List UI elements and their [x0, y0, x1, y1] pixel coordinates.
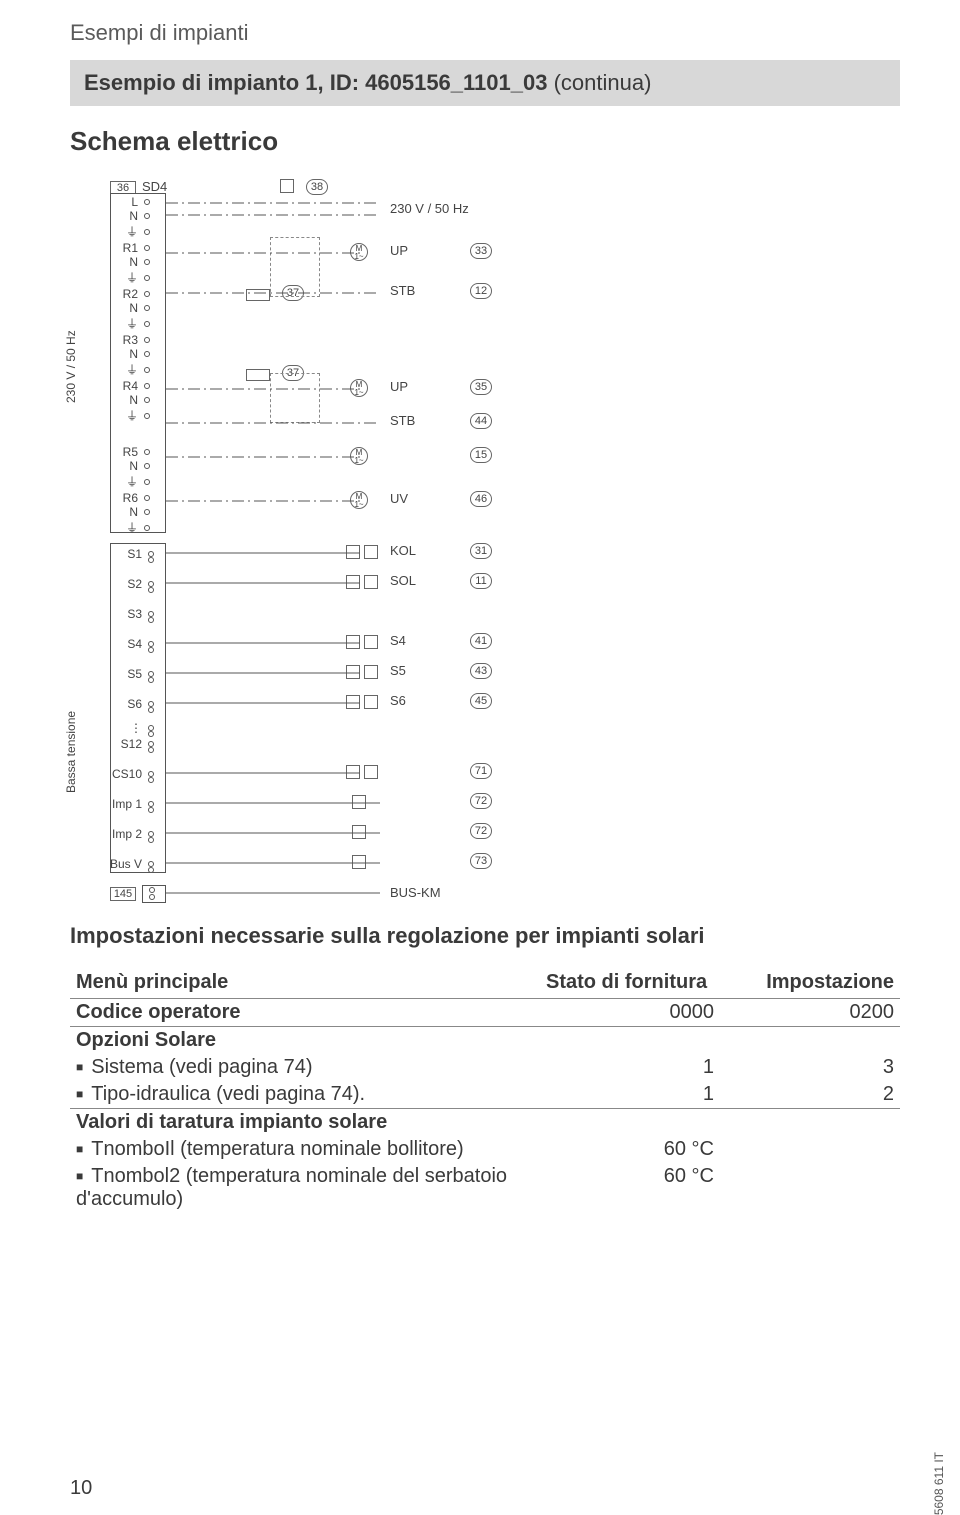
schematic-title: Schema elettrico	[70, 126, 900, 157]
subtitle-prefix: Esempio di impianto 1, ID: 4605156_1101_…	[84, 70, 554, 95]
table-row: TnomboIl (temperatura nominale bollitore…	[70, 1136, 900, 1163]
table-row: Tipo-idraulica (vedi pagina 74).12	[70, 1081, 900, 1109]
side-code: 5608 611 IT	[932, 1452, 946, 1515]
table-header-row: Menù principale Stato di fornitura Impos…	[70, 967, 900, 999]
table-row: Sistema (vedi pagina 74)13	[70, 1054, 900, 1081]
col-stato: Stato di fornitura	[540, 967, 720, 999]
table-row: Codice operatore00000200	[70, 999, 900, 1027]
subtitle-bar: Esempio di impianto 1, ID: 4605156_1101_…	[70, 60, 900, 106]
table-row: Tnombol2 (temperatura nominale del serba…	[70, 1163, 900, 1213]
settings-table: Menù principale Stato di fornitura Impos…	[70, 967, 900, 1213]
table-row: Opzioni Solare	[70, 1027, 900, 1055]
col-impostazione: Impostazione	[720, 967, 900, 999]
section-header: Esempi di impianti	[70, 20, 900, 46]
page-number: 10	[70, 1477, 92, 1500]
wiring-svg	[70, 173, 670, 913]
subtitle-suffix: (continua)	[554, 70, 652, 95]
col-menu: Menù principale	[70, 967, 540, 999]
settings-heading: Impostazioni necessarie sulla regolazion…	[70, 923, 900, 949]
schematic-diagram: 230 V / 50 Hz Bassa tensione 36 SD4 38 2…	[70, 173, 670, 893]
table-row: Valori di taratura impianto solare	[70, 1109, 900, 1137]
